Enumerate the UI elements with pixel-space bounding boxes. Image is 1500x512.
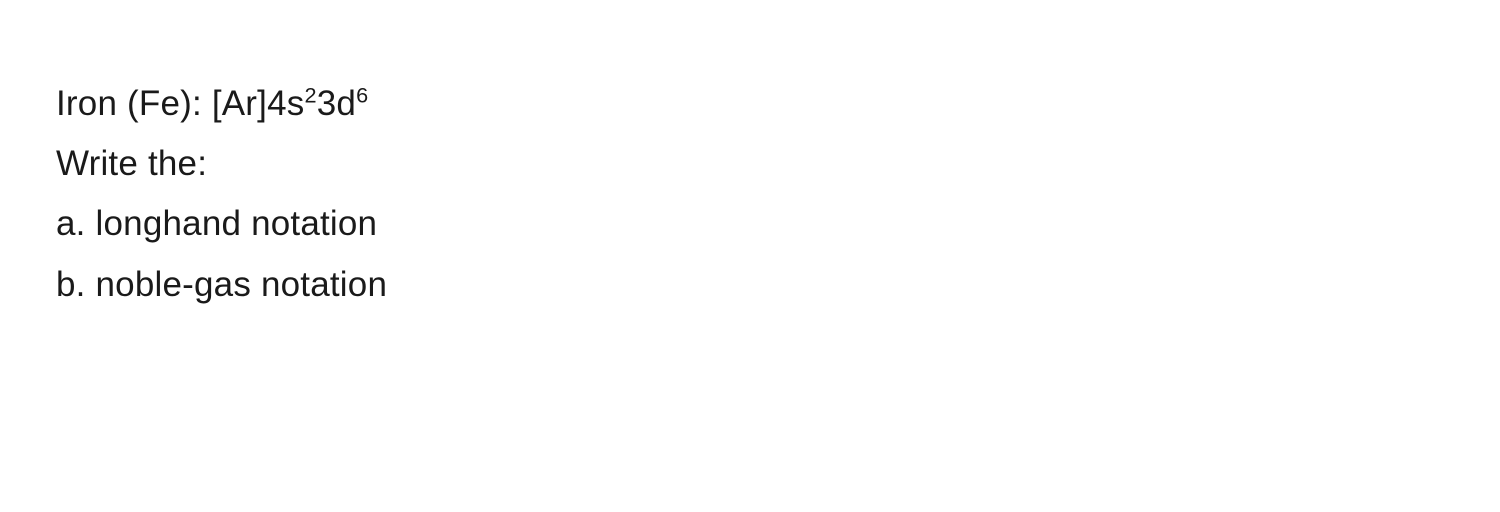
formula-sup-1: 2 [304,82,316,107]
question-block: Iron (Fe): [Ar]4s23d6 Write the: a. long… [0,0,1500,315]
line-option-a: a. longhand notation [56,194,1500,254]
formula-prefix: Iron (Fe): [Ar]4s [56,84,304,123]
line-prompt: Write the: [56,134,1500,194]
formula-sup-2: 6 [356,82,368,107]
line-formula: Iron (Fe): [Ar]4s23d6 [56,74,1500,134]
formula-mid: 3d [317,84,356,123]
line-option-b: b. noble-gas notation [56,255,1500,315]
